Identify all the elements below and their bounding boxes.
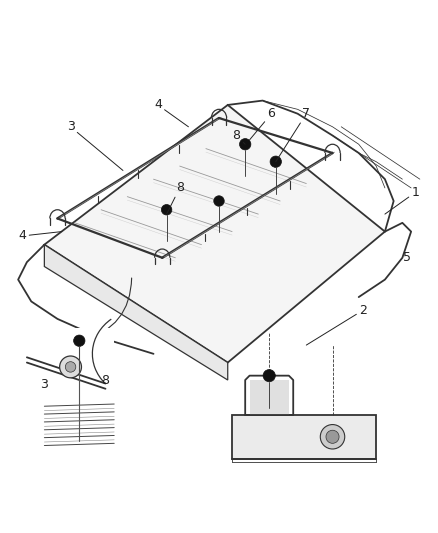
Circle shape <box>270 156 282 167</box>
Circle shape <box>320 425 345 449</box>
Text: 6: 6 <box>250 107 276 140</box>
Text: 4: 4 <box>154 99 188 127</box>
Polygon shape <box>250 380 289 415</box>
Circle shape <box>240 139 251 150</box>
Text: 1: 1 <box>385 186 420 214</box>
Text: 4: 4 <box>18 229 62 243</box>
Circle shape <box>214 196 224 206</box>
Text: 7: 7 <box>276 107 310 161</box>
Circle shape <box>161 205 172 215</box>
Polygon shape <box>232 415 376 458</box>
Circle shape <box>65 362 76 372</box>
Polygon shape <box>14 328 114 450</box>
Text: 3: 3 <box>67 120 123 171</box>
Circle shape <box>326 430 339 443</box>
Text: 2: 2 <box>306 304 367 345</box>
Text: 8: 8 <box>166 181 184 214</box>
Polygon shape <box>44 105 385 362</box>
Circle shape <box>74 335 85 346</box>
Text: 3: 3 <box>40 378 48 391</box>
Polygon shape <box>44 245 228 380</box>
Text: 5: 5 <box>403 251 411 264</box>
Text: 8: 8 <box>102 374 110 386</box>
Circle shape <box>60 356 81 378</box>
Text: 8: 8 <box>233 129 245 144</box>
Circle shape <box>263 369 276 382</box>
